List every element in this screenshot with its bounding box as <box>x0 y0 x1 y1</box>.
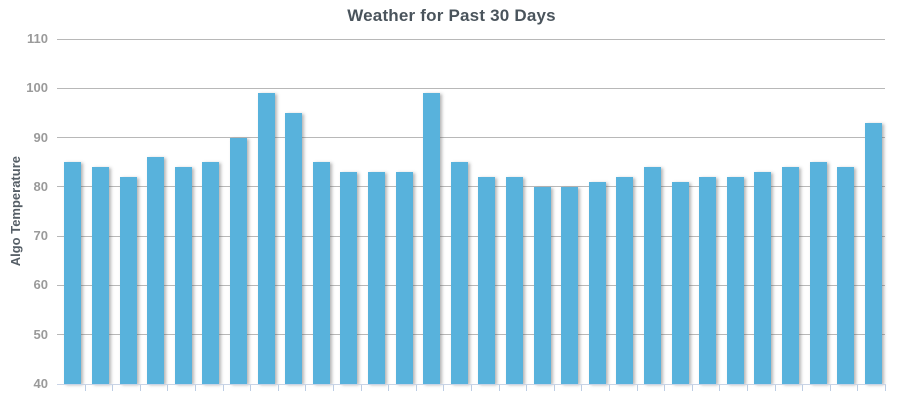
bar[interactable] <box>423 93 441 384</box>
y-tick-label: 50 <box>33 326 48 342</box>
bar[interactable] <box>312 162 330 384</box>
x-axis-tick <box>305 385 307 391</box>
x-axis-tick <box>829 385 831 391</box>
x-axis-tick <box>277 385 279 391</box>
gridline <box>57 87 885 89</box>
x-axis-tick <box>250 385 252 391</box>
bar[interactable] <box>340 172 358 384</box>
x-axis-tick <box>471 385 472 391</box>
y-tick-label: 80 <box>33 178 48 194</box>
x-axis-tick <box>664 385 666 391</box>
x-axis-tick <box>415 385 417 391</box>
plot-area <box>57 38 885 385</box>
bar[interactable] <box>147 157 165 384</box>
x-axis-tick <box>498 385 500 391</box>
x-axis-tick <box>84 385 86 391</box>
x-axis-tick <box>222 385 224 391</box>
bar[interactable] <box>478 177 496 384</box>
x-axis-tick <box>885 385 886 391</box>
x-axis-tick <box>691 385 693 391</box>
x-axis-line <box>57 384 886 385</box>
bar[interactable] <box>367 172 385 384</box>
bar[interactable] <box>588 181 606 384</box>
x-axis-tick <box>167 385 169 391</box>
x-axis-tick <box>857 385 859 391</box>
x-axis-tick <box>774 385 776 391</box>
x-axis-tick <box>195 385 196 391</box>
bar[interactable] <box>781 167 799 384</box>
bar[interactable] <box>285 112 303 384</box>
gridline <box>57 334 885 336</box>
bar[interactable] <box>671 181 689 384</box>
bar[interactable] <box>91 167 109 384</box>
bar[interactable] <box>257 93 275 384</box>
y-tick-label: 40 <box>33 376 48 391</box>
bar[interactable] <box>450 162 468 384</box>
gridline <box>57 186 885 188</box>
x-axis-tick <box>802 385 804 391</box>
gridline <box>57 38 885 40</box>
bar[interactable] <box>505 177 523 384</box>
gridline <box>57 235 885 237</box>
x-axis-tick <box>360 385 362 391</box>
bar[interactable] <box>229 137 247 384</box>
y-tick-label: 90 <box>33 129 48 145</box>
bar[interactable] <box>864 122 882 384</box>
bar[interactable] <box>561 186 579 384</box>
x-axis-tick <box>333 385 334 391</box>
y-tick-label: 110 <box>27 31 48 46</box>
gridline <box>57 137 885 139</box>
bar[interactable] <box>174 167 192 384</box>
x-axis-tick <box>388 385 390 391</box>
x-axis-tick <box>581 385 583 391</box>
y-tick-label: 70 <box>33 228 48 244</box>
x-axis-tick <box>443 385 445 391</box>
bar[interactable] <box>837 167 855 384</box>
bar[interactable] <box>533 186 551 384</box>
bar[interactable] <box>643 167 661 384</box>
bar[interactable] <box>616 177 634 384</box>
x-axis-tick <box>609 385 610 391</box>
x-axis-tick <box>112 385 114 391</box>
bar[interactable] <box>754 172 772 384</box>
x-axis-tick <box>747 385 748 391</box>
bar[interactable] <box>119 177 137 384</box>
bar[interactable] <box>699 177 717 384</box>
chart-title: Weather for Past 30 Days <box>347 6 556 25</box>
x-axis-tick <box>553 385 555 391</box>
x-axis-tick <box>636 385 638 391</box>
bar[interactable] <box>202 162 220 384</box>
y-tick-label: 100 <box>26 80 48 96</box>
x-axis-tick <box>139 385 141 391</box>
bar[interactable] <box>64 162 82 384</box>
bar[interactable] <box>395 172 413 384</box>
bar[interactable] <box>726 177 744 384</box>
x-axis-tick <box>526 385 528 391</box>
gridline <box>57 284 885 286</box>
x-axis-tick <box>719 385 721 391</box>
y-tick-label: 60 <box>33 277 48 293</box>
y-axis-title: Algo Temperature <box>7 156 23 267</box>
bar[interactable] <box>809 162 827 384</box>
